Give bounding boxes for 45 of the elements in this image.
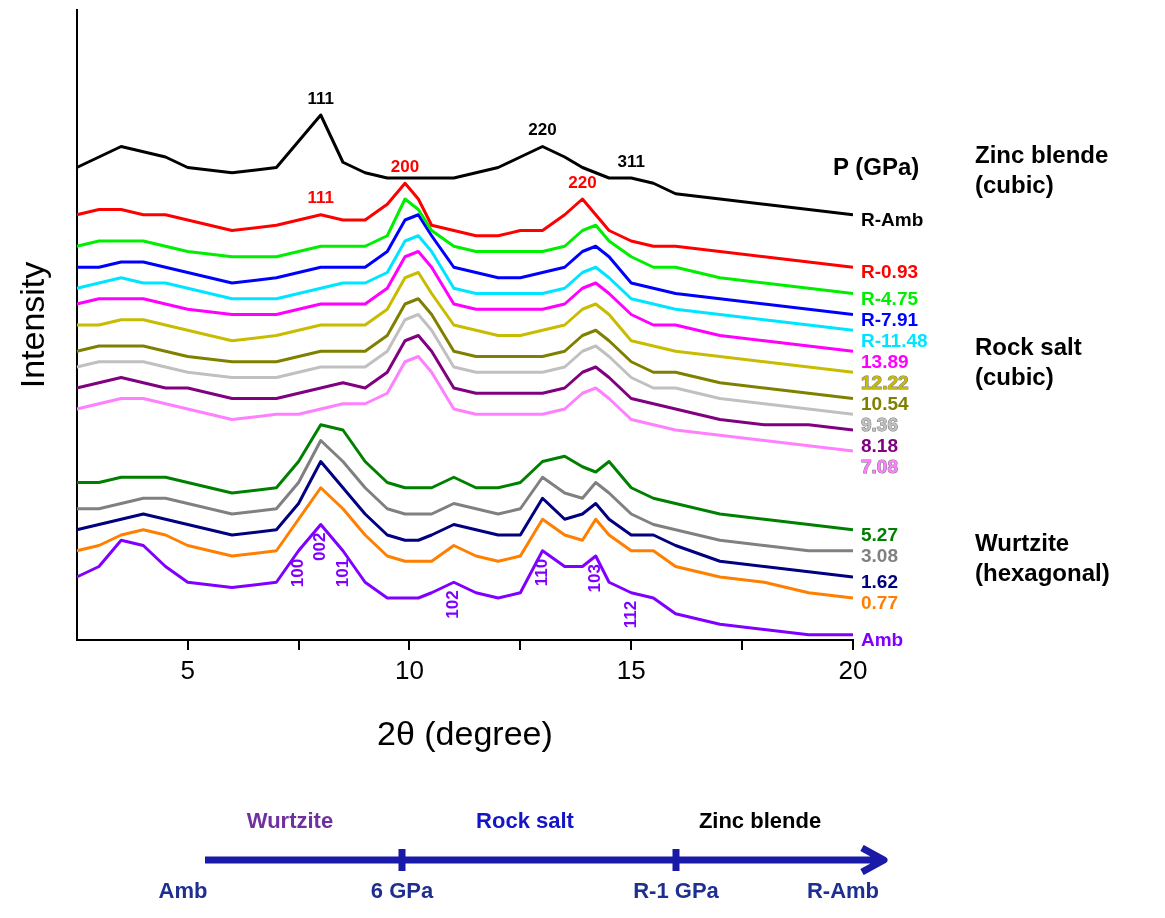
series-label: 12.22 bbox=[861, 371, 909, 393]
x-tick-label: 10 bbox=[395, 654, 424, 685]
series-label: 7.08 bbox=[861, 455, 898, 477]
text: Rock salt (cubic) bbox=[975, 332, 1083, 392]
series-label: 13.89 bbox=[861, 350, 909, 372]
text: Zinc blende bbox=[698, 808, 822, 834]
text: R-1 GPa bbox=[633, 878, 719, 904]
series-label: R-0.93 bbox=[861, 261, 919, 283]
annotation: 200 bbox=[390, 156, 420, 176]
series-label: Amb bbox=[861, 628, 904, 650]
annotation: 103 bbox=[585, 564, 605, 593]
text: 6 GPa bbox=[370, 878, 434, 904]
legend-title: P (GPa) bbox=[833, 153, 920, 181]
annotation: 220 bbox=[568, 172, 597, 192]
annotation: 112 bbox=[620, 600, 640, 629]
text: Zinc blende (cubic) bbox=[975, 140, 1110, 200]
series-label: 10.54 bbox=[861, 392, 909, 414]
series-label: 0.77 bbox=[861, 592, 898, 614]
x-tick-label: 5 bbox=[180, 654, 195, 685]
text: Rock salt bbox=[476, 808, 574, 834]
annotation: 101 bbox=[332, 558, 352, 588]
series-label: 9.36 bbox=[861, 413, 898, 435]
text: Wurtzite (hexagonal) bbox=[975, 528, 1111, 588]
annotation: 311 bbox=[617, 151, 645, 171]
series-label: 5.27 bbox=[861, 523, 898, 545]
x-axis-title: 2θ (degree) bbox=[377, 713, 553, 752]
annotation: 100 bbox=[288, 558, 308, 588]
series-label: R-Amb bbox=[861, 208, 924, 230]
y-axis-title: Intensity bbox=[12, 261, 51, 389]
series-label: 8.18 bbox=[861, 434, 898, 456]
annotation: 002 bbox=[310, 532, 330, 561]
series-label: R-11.48 bbox=[861, 329, 928, 351]
x-tick-label: 15 bbox=[616, 654, 646, 685]
series-label: R-7.91 bbox=[861, 308, 919, 330]
annotation: 111 bbox=[307, 88, 334, 108]
text: Amb bbox=[158, 878, 208, 904]
annotation: 111 bbox=[307, 188, 334, 208]
series-label: R-4.75 bbox=[861, 287, 919, 309]
annotation: 220 bbox=[528, 120, 557, 140]
text: R-Amb bbox=[806, 878, 880, 904]
x-tick-label: 20 bbox=[838, 654, 868, 685]
text: Wurtzite bbox=[246, 808, 334, 834]
series-label: 3.08 bbox=[861, 544, 898, 566]
annotation: 102 bbox=[443, 590, 463, 619]
series-label: 1.62 bbox=[861, 571, 898, 593]
